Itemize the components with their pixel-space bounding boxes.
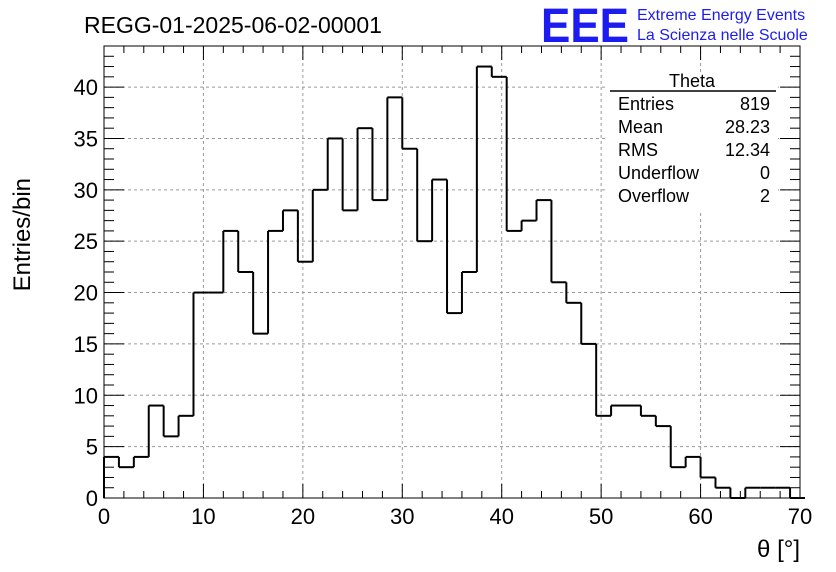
y-tick-label: 15 (74, 332, 98, 357)
y-tick-label: 25 (74, 229, 98, 254)
y-tick-label: 20 (74, 281, 98, 306)
x-tick-label: 40 (489, 504, 513, 529)
x-tick-labels: 0 10 20 30 40 50 60 70 (98, 504, 812, 529)
stats-row-value: 12.34 (725, 140, 770, 160)
y-tick-label: 5 (86, 435, 98, 460)
y-tick-label: 35 (74, 126, 98, 151)
eee-logo: EEE Extreme Energy Events La Scienza nel… (541, 0, 808, 53)
y-tick-label: 40 (74, 75, 98, 100)
stats-row-value: 0 (760, 163, 770, 183)
histogram (103, 65, 805, 499)
stats-row-label: Mean (618, 117, 663, 137)
stats-box-background (608, 72, 778, 212)
y-tick-label: 30 (74, 178, 98, 203)
stats-row-label: Overflow (618, 186, 690, 206)
stats-row-value: 819 (740, 94, 770, 114)
y-tick-label: 10 (74, 383, 98, 408)
stats-row-label: Entries (618, 94, 674, 114)
eee-logo-mark: EEE (541, 0, 629, 53)
x-tick-label: 50 (589, 504, 613, 529)
stats-row-label: Underflow (618, 163, 700, 183)
x-tick-label: 30 (390, 504, 414, 529)
stats-row-value: 2 (760, 186, 770, 206)
x-tick-label: 60 (688, 504, 712, 529)
stats-row-value: 28.23 (725, 117, 770, 137)
ticks (103, 46, 801, 499)
stats-box: Theta Entries 819 Mean 28.23 RMS 12.34 Underfl… (608, 71, 778, 212)
stats-rows: Entries 819 Mean 28.23 RMS 12.34 Underflow 0 Ove… (618, 94, 770, 206)
y-axis-label: Entries/bin (9, 178, 36, 291)
x-tick-label: 20 (291, 504, 315, 529)
eee-logo-line2: La Scienza nelle Scuole (637, 27, 808, 44)
x-tick-label: 70 (788, 504, 812, 529)
stats-box-title: Theta (669, 71, 716, 91)
chart-title: REGG-01-2025-06-02-00001 (84, 12, 382, 38)
stats-row-label: RMS (618, 140, 658, 160)
eee-logo-line1: Extreme Energy Events (637, 7, 805, 24)
y-tick-label: 0 (86, 486, 98, 511)
x-tick-label: 10 (191, 504, 215, 529)
x-axis-label: θ [°] (757, 536, 800, 563)
x-tick-label: 0 (98, 504, 110, 529)
y-tick-labels: 0 5 10 15 20 25 30 35 40 (74, 75, 98, 511)
